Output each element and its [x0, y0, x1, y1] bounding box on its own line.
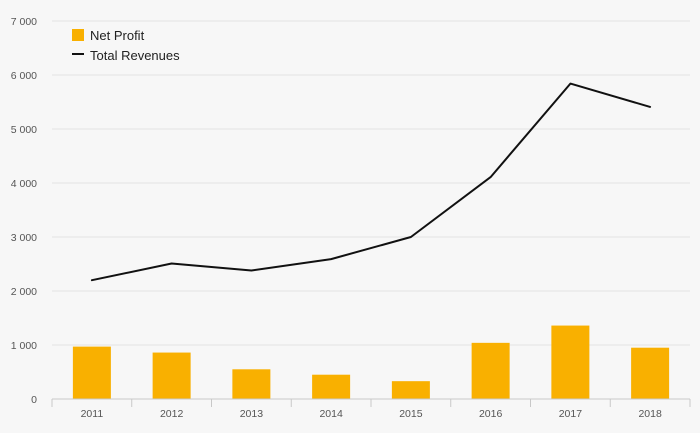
x-tick-label: 2018 — [638, 408, 662, 420]
point-total-revenues-2012[interactable] — [169, 261, 174, 266]
legend-item-net-profit[interactable]: Net Profit — [72, 28, 145, 43]
point-total-revenues-2011[interactable] — [89, 278, 94, 283]
bar-net-profit-2015[interactable] — [391, 381, 430, 399]
y-axis: 0 1 000 2 000 3 000 4 000 5 000 6 000 7 000 — [11, 16, 37, 406]
y-tick-label: 5 000 — [11, 124, 37, 136]
y-tick-label: 7 000 — [11, 16, 37, 28]
y-tick-label: 6 000 — [11, 70, 37, 82]
bar-net-profit-2011[interactable] — [72, 346, 111, 399]
bar-net-profit-2012[interactable] — [152, 352, 191, 399]
point-total-revenues-2013[interactable] — [249, 268, 254, 273]
point-total-revenues-2014[interactable] — [329, 257, 334, 262]
legend-swatch-net-profit — [72, 29, 84, 41]
bar-net-profit-2017[interactable] — [551, 325, 590, 399]
y-tick-label: 0 — [31, 394, 37, 406]
legend-label-net-profit: Net Profit — [90, 28, 145, 43]
point-total-revenues-2017[interactable] — [568, 81, 573, 86]
x-tick-label: 2013 — [240, 408, 264, 420]
y-tick-label: 2 000 — [11, 286, 37, 298]
legend[interactable]: Net Profit Total Revenues — [72, 28, 180, 63]
point-total-revenues-2015[interactable] — [408, 235, 413, 240]
line-total-revenues[interactable] — [90, 82, 652, 282]
grid-lines — [52, 20, 690, 346]
line-series-total-revenues — [89, 81, 653, 283]
x-tick-label: 2016 — [479, 408, 503, 420]
y-tick-label: 3 000 — [11, 232, 37, 244]
x-tick-label: 2012 — [160, 408, 184, 420]
x-tick-label: 2011 — [81, 408, 104, 420]
y-tick-label: 4 000 — [11, 178, 37, 190]
point-total-revenues-2016[interactable] — [488, 175, 493, 180]
x-tick-label: 2015 — [399, 408, 423, 420]
legend-item-total-revenues[interactable]: Total Revenues — [72, 48, 180, 63]
x-axis: 2011 2012 2013 2014 2015 2016 2017 2018 — [51, 398, 691, 420]
bar-net-profit-2014[interactable] — [312, 374, 351, 399]
x-tick-label: 2017 — [559, 408, 583, 420]
x-tick-label: 2014 — [319, 408, 343, 420]
bar-net-profit-2016[interactable] — [471, 342, 510, 399]
bar-series-net-profit — [72, 325, 670, 399]
point-total-revenues-2018[interactable] — [648, 104, 653, 109]
bar-net-profit-2013[interactable] — [232, 369, 271, 399]
bar-net-profit-2018[interactable] — [631, 347, 670, 399]
y-tick-label: 1 000 — [11, 340, 37, 352]
legend-label-total-revenues: Total Revenues — [90, 48, 180, 63]
